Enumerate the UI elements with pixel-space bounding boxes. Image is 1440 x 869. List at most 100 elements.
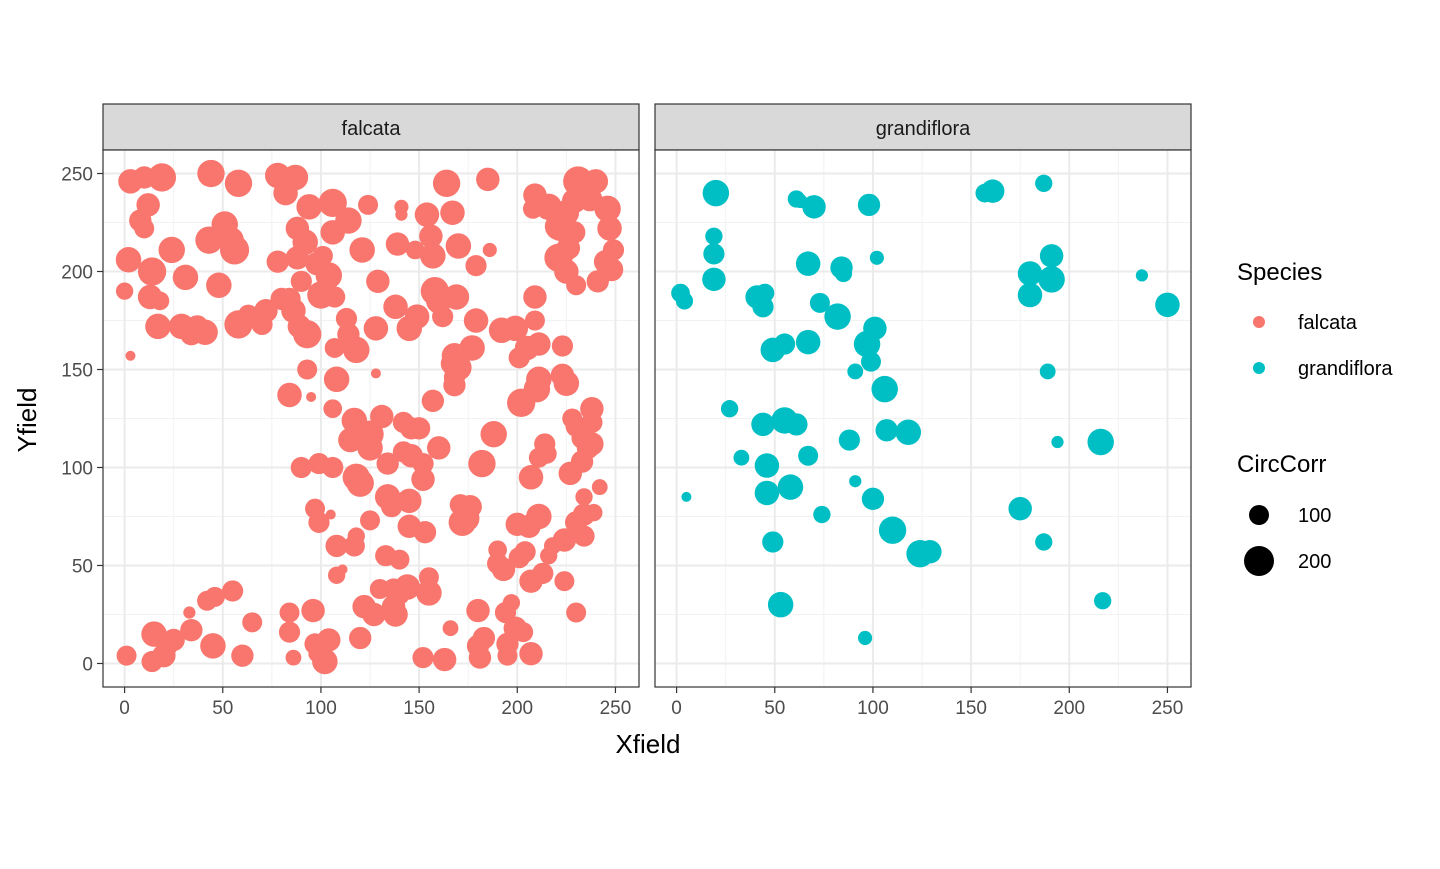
data-point: [204, 586, 225, 607]
data-point: [1017, 282, 1043, 308]
data-point: [363, 316, 389, 341]
data-point: [524, 310, 545, 331]
data-point: [703, 243, 725, 265]
data-point: [162, 628, 185, 652]
data-point: [306, 391, 317, 402]
x-tick-label: 150: [403, 698, 435, 719]
y-tick-label: 250: [61, 165, 93, 186]
data-point: [125, 350, 136, 361]
data-point: [346, 469, 374, 497]
data-point: [297, 359, 318, 380]
x-axis-title: Xfield: [615, 729, 680, 759]
data-point: [1017, 261, 1043, 286]
data-point: [335, 207, 362, 234]
data-point: [290, 456, 312, 479]
y-tick-label: 150: [61, 361, 93, 382]
data-point: [519, 641, 543, 666]
data-point: [1051, 435, 1064, 449]
data-point: [514, 541, 536, 563]
data-point: [416, 580, 442, 606]
data-point: [869, 250, 884, 265]
data-point: [337, 564, 348, 575]
data-point: [795, 329, 821, 355]
data-point: [411, 467, 435, 491]
data-point: [580, 432, 604, 456]
panel-border: [654, 149, 1192, 688]
legend: Species falcata grandiflora CircCorr 100 2…: [1237, 259, 1393, 576]
size-legend-label-200: 200: [1298, 551, 1331, 573]
x-tick-label: 50: [212, 698, 233, 719]
data-point: [440, 200, 465, 225]
data-point: [397, 488, 422, 514]
legend-key-grandiflora: [1253, 362, 1265, 374]
data-point: [575, 488, 593, 506]
data-point: [383, 294, 408, 320]
data-point: [323, 366, 350, 393]
data-point: [158, 236, 185, 264]
data-point: [266, 250, 289, 273]
data-point: [526, 366, 552, 393]
data-point: [1155, 292, 1180, 318]
data-point: [197, 159, 225, 188]
data-point: [1039, 363, 1056, 380]
facet-panel-falcata: falcata 0 50 100 150 200 250 0 50 100 150 200 250: [61, 103, 640, 719]
data-point: [318, 188, 347, 218]
data-point: [597, 216, 622, 241]
data-point: [554, 571, 575, 592]
data-point: [857, 193, 881, 217]
data-point: [325, 534, 348, 558]
data-point: [798, 445, 819, 466]
data-point: [134, 218, 155, 239]
x-tick-label: 250: [1152, 698, 1184, 719]
y-tick-label: 200: [61, 263, 93, 284]
data-point: [502, 315, 529, 342]
data-point: [413, 520, 437, 544]
data-point: [1039, 244, 1064, 268]
x-tick-label: 50: [764, 698, 785, 719]
data-point: [412, 646, 434, 669]
facet-strip: [654, 103, 1192, 151]
data-point: [1008, 496, 1032, 521]
data-point: [324, 286, 346, 308]
data-point: [420, 243, 446, 269]
data-point: [702, 179, 730, 207]
data-point: [591, 479, 608, 496]
data-point: [861, 487, 885, 511]
data-point: [362, 602, 386, 627]
data-point: [1038, 266, 1065, 293]
data-point: [192, 319, 218, 346]
data-point: [432, 647, 457, 672]
data-point: [183, 606, 196, 619]
data-point: [523, 285, 547, 309]
data-point: [358, 194, 379, 215]
x-tick-label: 200: [501, 698, 533, 719]
data-point: [282, 164, 309, 191]
size-legend-label-100: 100: [1298, 505, 1331, 527]
data-point: [145, 313, 171, 340]
data-point: [532, 562, 554, 584]
x-tick-label: 250: [600, 698, 632, 719]
y-axis-title: Yfield: [12, 387, 42, 452]
panel-border: [102, 149, 640, 688]
data-point: [1087, 428, 1114, 456]
data-point: [466, 598, 490, 623]
data-point: [349, 237, 375, 263]
data-point: [389, 549, 410, 570]
data-point: [566, 602, 587, 623]
data-point: [404, 304, 430, 329]
data-point: [551, 335, 574, 357]
data-point: [488, 540, 507, 560]
data-point: [407, 417, 431, 440]
data-point: [254, 298, 278, 323]
data-point: [762, 531, 784, 553]
data-point: [751, 412, 775, 437]
data-point: [445, 354, 472, 381]
data-point: [849, 475, 862, 488]
data-point: [242, 612, 263, 633]
data-point: [323, 399, 343, 419]
data-point: [563, 221, 586, 244]
data-point: [476, 167, 500, 192]
facet-panel-grandiflora: grandiflora 0 50 100 150 200 250: [654, 103, 1192, 719]
